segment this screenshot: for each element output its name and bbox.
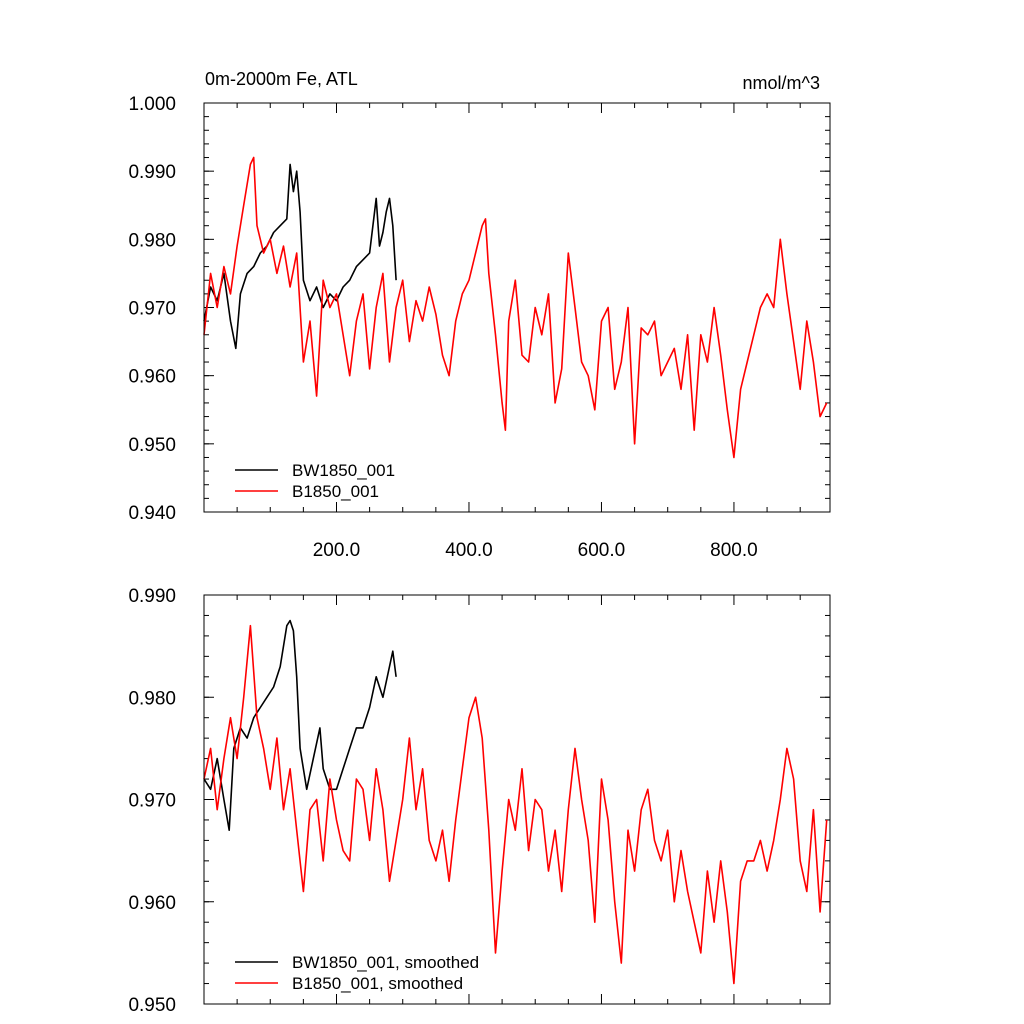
legend-label-b1850: B1850_001 (292, 482, 379, 501)
y-tick-label: 0.990 (128, 586, 176, 607)
series-line-bw1850 (203, 619, 397, 832)
legend-label-bw1850-smoothed: BW1850_001, smoothed (292, 953, 479, 972)
y-tick-label: 0.990 (128, 162, 176, 183)
y-tick-label: 1.000 (128, 94, 176, 115)
series-line-b1850 (203, 624, 828, 985)
x-tick-label: 600.0 (578, 540, 626, 561)
y-tick-label: 0.960 (128, 893, 176, 914)
series-line-b1850 (203, 156, 828, 459)
bottom-legend: BW1850_001, smoothed B1850_001, smoothed (235, 953, 479, 993)
legend-label-b1850-smoothed: B1850_001, smoothed (292, 974, 463, 993)
y-tick-label: 0.950 (128, 435, 176, 456)
y-tick-label: 0.980 (128, 230, 176, 251)
x-tick-label: 800.0 (710, 540, 758, 561)
y-tick-label: 0.970 (128, 299, 176, 320)
top-panel-frame (203, 102, 831, 513)
y-tick-label: 0.960 (128, 367, 176, 388)
top-legend: BW1850_001 B1850_001 (235, 461, 395, 501)
x-tick-label: 200.0 (313, 540, 361, 561)
y-tick-label: 0.950 (128, 995, 176, 1016)
bottom-panel-frame (203, 594, 831, 1005)
top-panel-units: nmol/m^3 (743, 73, 820, 93)
y-tick-label: 0.970 (128, 791, 176, 812)
series-line-bw1850 (203, 163, 397, 350)
y-tick-label: 0.980 (128, 688, 176, 709)
x-tick-label: 400.0 (445, 540, 493, 561)
y-tick-label: 0.940 (128, 503, 176, 524)
top-panel-title: 0m-2000m Fe, ATL (205, 69, 358, 89)
top-panel: 0m-2000m Fe, ATL nmol/m^3 0.940 0.950 0.96… (128, 69, 831, 561)
bottom-panel: 0.950 0.960 0.970 0.980 0.990 BW1850_001, sm… (128, 586, 831, 1016)
legend-label-bw1850: BW1850_001 (292, 461, 395, 480)
